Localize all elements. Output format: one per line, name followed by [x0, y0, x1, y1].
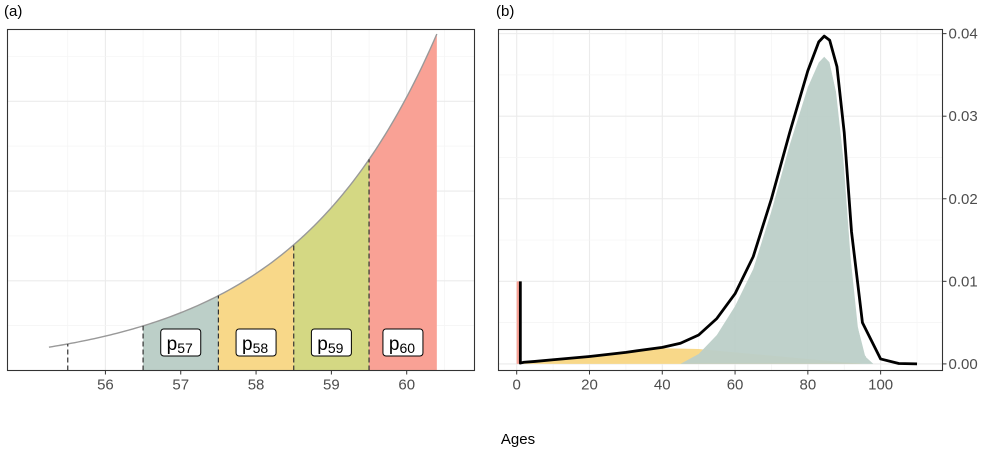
- segment-area-60: [369, 33, 437, 371]
- y-tick-label: 0.00: [949, 356, 978, 373]
- x-axis-label: Ages: [501, 431, 535, 448]
- panel-a-x-ticks: 56 57 58 59 60: [97, 370, 415, 394]
- x-tick-label: 100: [868, 377, 893, 394]
- segment-label-p59: p59: [310, 328, 352, 357]
- segment-label-p58: p58: [235, 328, 277, 357]
- x-tick-label: 60: [727, 377, 744, 394]
- panel-b-y-ticks: 0.00 0.01 0.02 0.03 0.04: [942, 26, 978, 373]
- svg-text:p58: p58: [242, 334, 268, 356]
- svg-text:p57: p57: [167, 334, 193, 356]
- panel-b-total-density: [518, 34, 918, 366]
- panel-a-vlines: [67, 159, 370, 371]
- x-tick-label: 59: [323, 377, 340, 394]
- x-tick-label: 57: [172, 377, 189, 394]
- x-tick-label: 60: [398, 377, 415, 394]
- panel-a-segment-labels: p57 p58 p59 p60: [160, 328, 424, 357]
- y-tick-label: 0.02: [949, 191, 978, 208]
- x-tick-label: 58: [248, 377, 265, 394]
- y-tick-label: 0.01: [949, 273, 978, 290]
- y-tick-label: 0.03: [949, 108, 978, 125]
- segment-area-59: [293, 159, 370, 371]
- segment-label-p60: p60: [382, 328, 424, 357]
- svg-text:p60: p60: [389, 334, 415, 356]
- y-tick-label: 0.04: [949, 26, 978, 43]
- svg-text:p59: p59: [317, 334, 343, 356]
- panel-a-curve: [48, 33, 438, 348]
- x-tick-label: 80: [800, 377, 817, 394]
- panel-b-background: [498, 29, 943, 371]
- component-late-area: [680, 56, 874, 364]
- x-tick-label: 40: [654, 377, 671, 394]
- panel-a-border: [6, 28, 476, 372]
- panel-label-a: (a): [4, 3, 22, 20]
- x-tick-label: 56: [97, 377, 114, 394]
- panel-b-border: [497, 28, 944, 372]
- panel-b-x-ticks: 0 20 40 60 80 100: [513, 370, 893, 394]
- segment-label-p57: p57: [160, 328, 202, 357]
- panel-label-b: (b): [496, 3, 514, 20]
- x-tick-label: 20: [581, 377, 598, 394]
- x-tick-label: 0: [513, 377, 521, 394]
